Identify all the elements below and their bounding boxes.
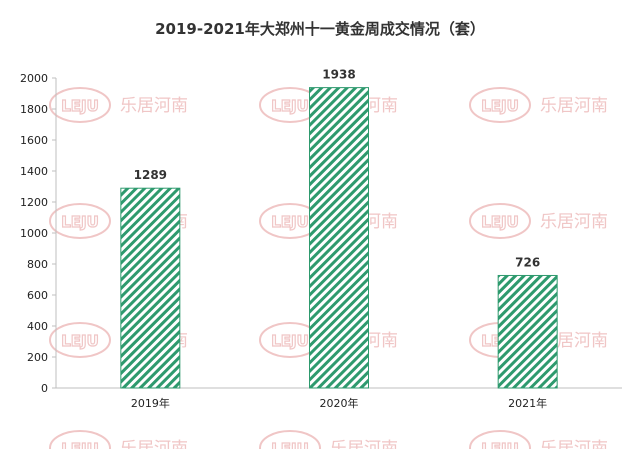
y-tick-label: 600 [27, 289, 48, 302]
y-tick-label: 1600 [20, 134, 48, 147]
y-axis-ticks: 0 200 400 600 800 1000 1200 1400 1600 1800 2000 [20, 72, 56, 395]
watermark-text: 乐居河南 [120, 96, 188, 116]
x-tick-label: 2020年 [320, 396, 359, 410]
bars [120, 87, 558, 389]
y-tick-label: 400 [27, 320, 48, 333]
watermark-logo-ring [469, 430, 531, 449]
x-tick-label: 2021年 [508, 396, 547, 410]
bar-2020年 [309, 87, 369, 389]
y-tick-label: 800 [27, 258, 48, 271]
watermark-logo-ring [49, 203, 111, 239]
watermark-text: 乐居河南 [540, 212, 608, 232]
watermark-logo-text: LEJU [481, 97, 519, 115]
x-tick-label: 2019年 [131, 396, 170, 410]
watermark: LEJU 乐居河南 [49, 430, 188, 449]
watermark-logo-ring [49, 322, 111, 358]
watermark-logo-text: LEJU [271, 97, 309, 115]
watermark: LEJU 乐居河南 [469, 87, 608, 123]
watermark-logo-ring [259, 430, 321, 449]
watermark-logo-text: LEJU [61, 332, 99, 350]
watermark-logo-text: LEJU [481, 440, 519, 449]
y-tick-label: 0 [41, 382, 48, 395]
y-tick-label: 200 [27, 351, 48, 364]
y-tick-label: 1200 [20, 196, 48, 209]
watermark-logo-text: LEJU [271, 213, 309, 231]
watermark-logo-text: LEJU [481, 213, 519, 231]
watermark-logo-ring [469, 87, 531, 123]
watermark-text: 乐居河南 [330, 439, 398, 449]
bar-2019年 [120, 187, 181, 389]
watermark-logo-text: LEJU [61, 97, 99, 115]
watermark-logo-ring [49, 430, 111, 449]
watermark-logo-ring [469, 203, 531, 239]
y-tick-label: 1000 [20, 227, 48, 240]
watermark-logo-text: LEJU [61, 440, 99, 449]
data-label: 726 [515, 255, 540, 269]
watermark-text: 乐居河南 [540, 439, 608, 449]
watermark-logo-text: LEJU [61, 213, 99, 231]
y-tick-label: 1800 [20, 103, 48, 116]
data-label: 1289 [134, 168, 167, 182]
x-axis-ticks: 2019年 2020年 2021年 [131, 396, 547, 410]
watermark-text: 乐居河南 [540, 96, 608, 116]
chart-title: 2019-2021年大郑州十一黄金周成交情况（套） [155, 20, 485, 38]
watermark: LEJU 乐居河南 [49, 87, 188, 123]
watermark-text: 乐居河南 [120, 439, 188, 449]
watermark: LEJU 乐居河南 [469, 203, 608, 239]
bar-2021年 [497, 274, 558, 389]
watermark-logo-ring [49, 87, 111, 123]
data-labels: 1289 1938 726 [134, 68, 541, 270]
watermark-logo-text: LEJU [271, 332, 309, 350]
data-label: 1938 [322, 68, 355, 82]
watermark-logo-text: LEJU [271, 440, 309, 449]
watermark: LEJU 乐居河南 [259, 430, 398, 449]
watermark: LEJU 乐居河南 [469, 430, 608, 449]
y-tick-label: 1400 [20, 165, 48, 178]
y-tick-label: 2000 [20, 72, 48, 85]
